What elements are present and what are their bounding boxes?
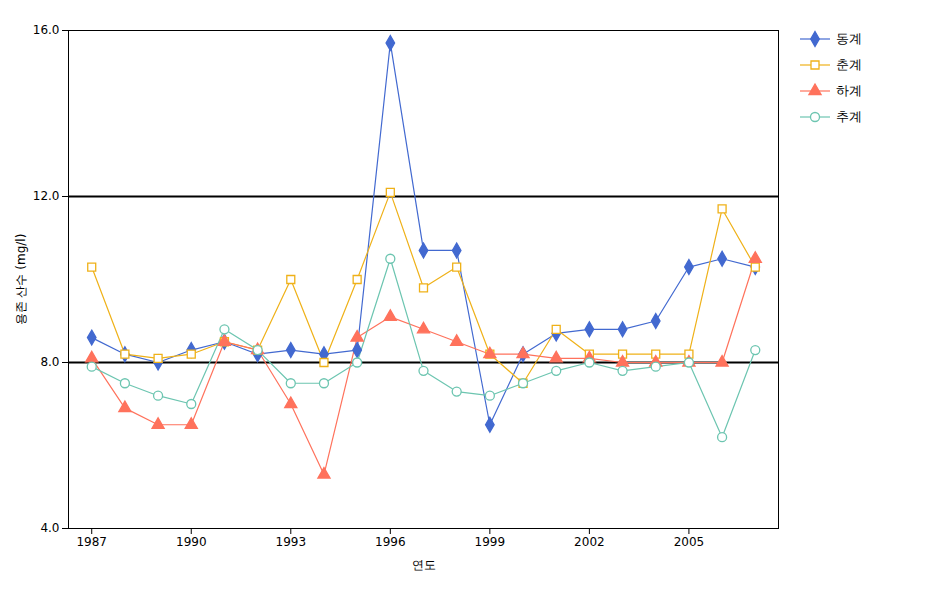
svg-text:16.0: 16.0 (33, 23, 60, 37)
svg-text:8.0: 8.0 (40, 355, 59, 369)
html-text:동계: 동계 (836, 31, 862, 46)
svg-text:1999: 1999 (475, 535, 506, 549)
svg-text:1996: 1996 (375, 535, 406, 549)
svg-text:12.0: 12.0 (33, 189, 60, 203)
html-text:춘계: 춘계 (836, 57, 862, 72)
svg-text:4.0: 4.0 (40, 521, 59, 535)
html-text:하계: 하계 (836, 83, 862, 98)
svg-text:1993: 1993 (276, 535, 307, 549)
svg-text:2005: 2005 (674, 535, 705, 549)
svg-text:2002: 2002 (574, 535, 605, 549)
svg-text:연도: 연도 (412, 558, 436, 572)
svg-text:1987: 1987 (76, 535, 107, 549)
svg-text:용존 산수 (mg/l): 용존 산수 (mg/l) (14, 234, 28, 326)
html-text:추계: 추계 (836, 109, 862, 124)
svg-text:1990: 1990 (176, 535, 207, 549)
